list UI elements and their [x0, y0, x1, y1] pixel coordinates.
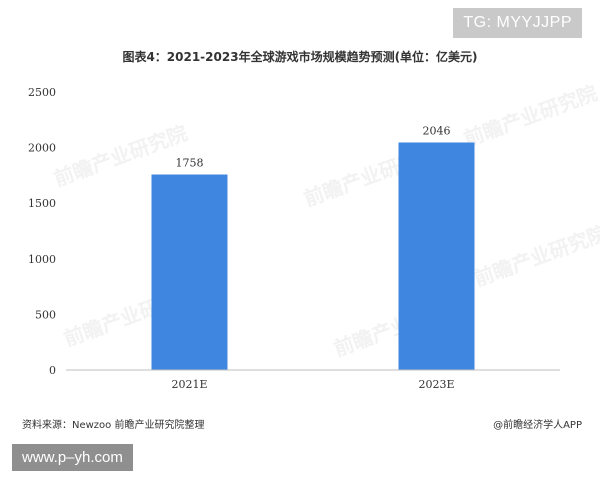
- bar-2023E: [398, 142, 475, 370]
- data-label: 2046: [423, 124, 451, 137]
- y-tick-label: 2000: [28, 142, 56, 155]
- bars: [151, 142, 475, 370]
- y-tick-label: 500: [35, 308, 56, 321]
- data-label: 1758: [176, 157, 204, 170]
- url-banner: www.p–yh.com: [12, 444, 133, 471]
- y-tick-label: 0: [49, 364, 56, 377]
- brand-note: @前瞻经济学人APP: [493, 420, 582, 431]
- y-tick-label: 1000: [28, 253, 56, 266]
- x-axis-labels: 2021E 2023E: [171, 378, 454, 391]
- data-labels: 1758 2046: [176, 124, 451, 169]
- bar-2021E: [151, 174, 228, 370]
- x-tick-label: 2023E: [418, 378, 454, 391]
- source-note: 资料来源：Newzoo 前瞻产业研究院整理: [22, 420, 205, 431]
- y-axis-labels: 0 500 1000 1500 2000 2500: [28, 86, 56, 377]
- y-tick-label: 2500: [28, 86, 56, 99]
- y-tick-label: 1500: [28, 197, 56, 210]
- corner-tag: TG: MYYJJPP: [453, 8, 582, 38]
- x-tick-label: 2021E: [171, 378, 207, 391]
- chart-title: 图表4：2021-2023年全球游戏市场规模趋势预测(单位：亿美元): [122, 50, 478, 64]
